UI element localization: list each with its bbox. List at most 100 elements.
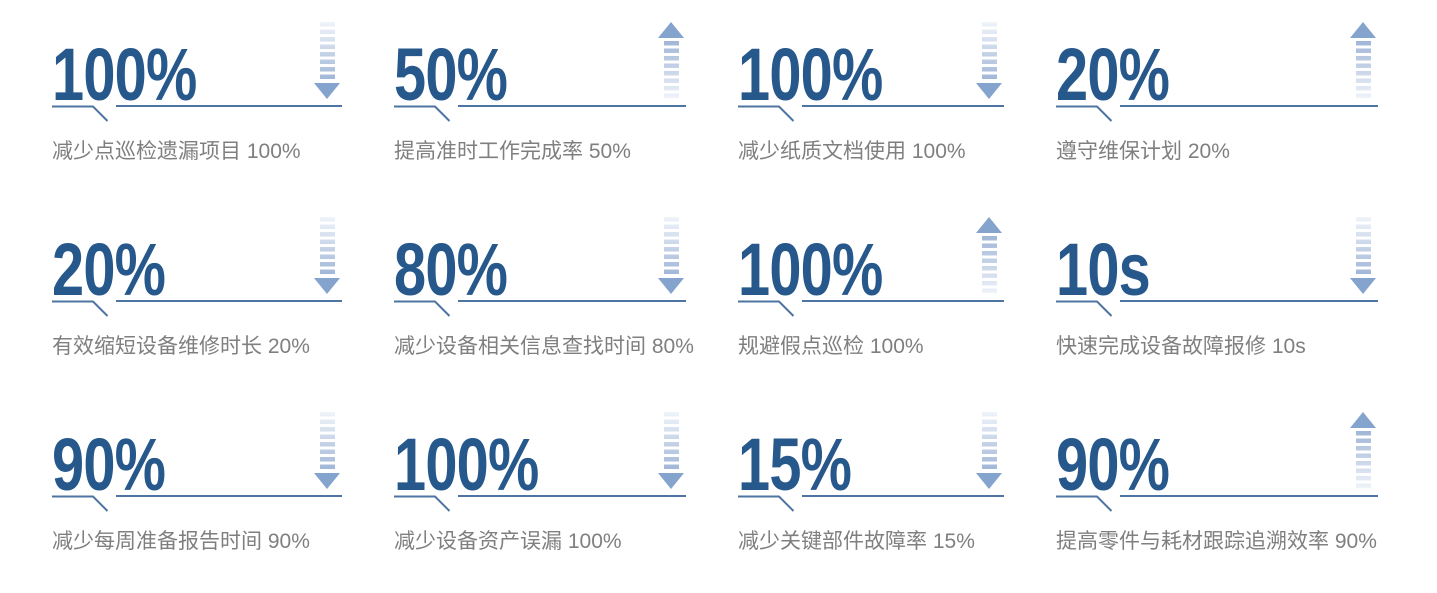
divider-line bbox=[1056, 300, 1378, 317]
arrow-head bbox=[658, 473, 684, 489]
arrow-up-icon bbox=[1350, 412, 1376, 489]
stat-card: 20% 有效缩短设备维修时长 20% bbox=[52, 195, 342, 390]
stat-value: 80% bbox=[394, 228, 508, 311]
divider-notch-icon bbox=[52, 495, 109, 512]
arrow-head bbox=[976, 473, 1002, 489]
stat-value: 50% bbox=[394, 33, 508, 116]
divider-notch-icon bbox=[394, 105, 451, 122]
stat-card: 20% 遵守维保计划 20% bbox=[1056, 0, 1378, 195]
arrow-shaft bbox=[981, 22, 997, 80]
arrow-head bbox=[1350, 412, 1376, 428]
stat-card-top: 90% bbox=[52, 390, 342, 502]
stat-card-top: 90% bbox=[1056, 390, 1378, 502]
divider-notch-icon bbox=[52, 300, 109, 317]
arrow-shaft bbox=[663, 41, 679, 99]
stat-card-top: 50% bbox=[394, 0, 686, 112]
divider-rule bbox=[116, 495, 342, 497]
divider-line bbox=[394, 105, 686, 122]
stat-label: 规避假点巡检 100% bbox=[738, 335, 924, 358]
arrow-shaft bbox=[981, 412, 997, 470]
arrow-shaft bbox=[1355, 217, 1371, 275]
stat-label: 减少纸质文档使用 100% bbox=[738, 140, 966, 163]
arrow-down-icon bbox=[976, 22, 1002, 99]
divider-notch-icon bbox=[738, 105, 795, 122]
divider-line bbox=[1056, 495, 1378, 512]
stat-card: 100% 减少点巡检遗漏项目 100% bbox=[52, 0, 342, 195]
divider-notch-icon bbox=[738, 495, 795, 512]
stat-card-top: 15% bbox=[738, 390, 1004, 502]
stat-label: 有效缩短设备维修时长 20% bbox=[52, 335, 310, 358]
stat-card: 90% 减少每周准备报告时间 90% bbox=[52, 390, 342, 585]
stat-card-top: 100% bbox=[394, 390, 686, 502]
stat-label: 减少每周准备报告时间 90% bbox=[52, 530, 310, 553]
arrow-shaft bbox=[1355, 41, 1371, 99]
divider-line bbox=[1056, 105, 1378, 122]
stat-label: 提高零件与耗材跟踪追溯效率 90% bbox=[1056, 530, 1377, 553]
divider-line bbox=[738, 300, 1004, 317]
divider-notch-icon bbox=[1056, 300, 1113, 317]
divider-notch-icon bbox=[52, 105, 109, 122]
stat-card: 15% 减少关键部件故障率 15% bbox=[738, 390, 1004, 585]
divider-rule bbox=[802, 495, 1004, 497]
divider-rule bbox=[1120, 105, 1378, 107]
divider-line bbox=[52, 495, 342, 512]
stat-label: 减少设备资产误漏 100% bbox=[394, 530, 622, 553]
arrow-down-icon bbox=[1350, 217, 1376, 294]
arrow-head bbox=[658, 278, 684, 294]
stat-card: 100% 规避假点巡检 100% bbox=[738, 195, 1004, 390]
stat-card: 100% 减少纸质文档使用 100% bbox=[738, 0, 1004, 195]
arrow-shaft bbox=[663, 412, 679, 470]
arrow-head bbox=[658, 22, 684, 38]
divider-rule bbox=[1120, 300, 1378, 302]
arrow-shaft bbox=[319, 412, 335, 470]
divider-line bbox=[394, 495, 686, 512]
arrow-down-icon bbox=[976, 412, 1002, 489]
stat-label: 遵守维保计划 20% bbox=[1056, 140, 1230, 163]
divider-line bbox=[52, 105, 342, 122]
divider-notch-icon bbox=[1056, 105, 1113, 122]
divider-rule bbox=[802, 105, 1004, 107]
stat-card-top: 20% bbox=[52, 195, 342, 307]
stat-label: 减少关键部件故障率 15% bbox=[738, 530, 975, 553]
stat-label: 减少设备相关信息查找时间 80% bbox=[394, 335, 694, 358]
divider-notch-icon bbox=[394, 495, 451, 512]
arrow-head bbox=[976, 217, 1002, 233]
divider-rule bbox=[116, 300, 342, 302]
arrow-up-icon bbox=[658, 22, 684, 99]
stat-value: 15% bbox=[738, 423, 852, 506]
divider-notch-icon bbox=[394, 300, 451, 317]
divider-line bbox=[738, 495, 1004, 512]
arrow-shaft bbox=[663, 217, 679, 275]
stat-card-top: 80% bbox=[394, 195, 686, 307]
arrow-up-icon bbox=[976, 217, 1002, 294]
arrow-down-icon bbox=[658, 412, 684, 489]
divider-rule bbox=[1120, 495, 1378, 497]
divider-rule bbox=[458, 300, 686, 302]
stat-card: 80% 减少设备相关信息查找时间 80% bbox=[394, 195, 694, 390]
stat-card-top: 100% bbox=[738, 0, 1004, 112]
arrow-down-icon bbox=[314, 22, 340, 99]
divider-rule bbox=[802, 300, 1004, 302]
stat-card-top: 10s bbox=[1056, 195, 1378, 307]
divider-rule bbox=[458, 105, 686, 107]
arrow-head bbox=[314, 83, 340, 99]
stat-value: 100% bbox=[738, 33, 883, 116]
arrow-shaft bbox=[319, 22, 335, 80]
stat-value: 90% bbox=[52, 423, 166, 506]
divider-line bbox=[394, 300, 686, 317]
divider-notch-icon bbox=[1056, 495, 1113, 512]
arrow-head bbox=[314, 278, 340, 294]
stat-value: 20% bbox=[1056, 33, 1170, 116]
stat-card-top: 20% bbox=[1056, 0, 1378, 112]
divider-rule bbox=[458, 495, 686, 497]
stat-value: 100% bbox=[394, 423, 539, 506]
arrow-head bbox=[976, 83, 1002, 99]
divider-notch-icon bbox=[738, 300, 795, 317]
stat-value: 100% bbox=[738, 228, 883, 311]
stat-value: 90% bbox=[1056, 423, 1170, 506]
stat-value: 100% bbox=[52, 33, 197, 116]
stat-card: 50% 提高准时工作完成率 50% bbox=[394, 0, 686, 195]
stat-card: 100% 减少设备资产误漏 100% bbox=[394, 390, 686, 585]
stat-card-top: 100% bbox=[738, 195, 1004, 307]
